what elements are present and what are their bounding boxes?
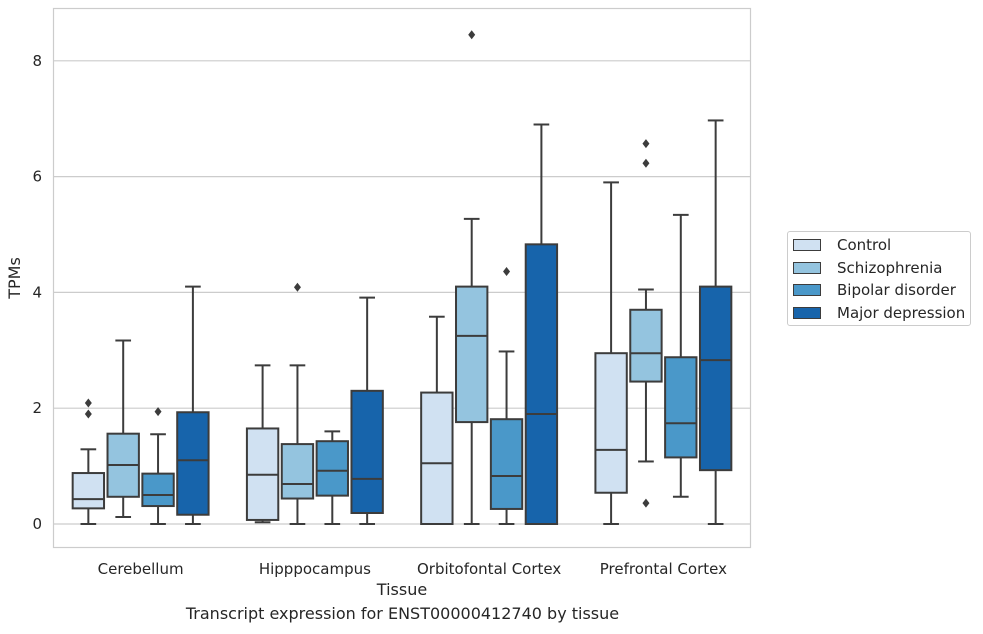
x-tick-labels: Cerebellum Hipppocampus Orbitofontal Corte… — [98, 560, 727, 578]
box — [71, 472, 106, 510]
y-tick-labels: 0 2 4 6 8 — [32, 52, 42, 533]
box — [455, 285, 489, 424]
box — [280, 443, 315, 500]
x-tick-label: Prefrontal Cortex — [600, 560, 727, 578]
legend-item-major-depression: Major depression — [793, 303, 965, 323]
outlier-point — [293, 282, 301, 292]
legend-swatch — [793, 284, 821, 296]
outlier-point — [642, 158, 650, 168]
outlier-point — [84, 409, 92, 419]
gridlines — [53, 60, 751, 525]
legend-item-schizophrenia: Schizophrenia — [793, 258, 942, 278]
box — [664, 356, 698, 459]
box — [594, 352, 628, 494]
outlier-point — [468, 30, 476, 40]
legend-item-control: Control — [793, 235, 891, 255]
y-tick-label: 4 — [32, 283, 42, 301]
legend-swatch — [793, 307, 821, 319]
legend-label: Major depression — [837, 304, 966, 322]
box — [176, 411, 210, 516]
box — [315, 440, 349, 497]
outlier-point — [84, 398, 92, 408]
y-tick-label: 2 — [32, 399, 42, 417]
outlier-point — [503, 267, 511, 277]
y-tick-label: 6 — [32, 168, 42, 186]
legend-swatch — [793, 239, 821, 251]
outlier-point — [642, 498, 650, 508]
box — [629, 308, 663, 383]
box — [350, 389, 384, 514]
legend-label: Schizophrenia — [837, 259, 943, 277]
box — [698, 285, 733, 472]
x-tick-label: Orbitofontal Cortex — [417, 560, 561, 578]
x-tick-label: Hipppocampus — [259, 560, 371, 578]
legend-swatch — [793, 262, 821, 274]
box — [524, 243, 559, 526]
legend-label: Bipolar disorder — [837, 281, 956, 299]
boxes-group — [71, 30, 733, 526]
figure-caption: Transcript expression for ENST0000041274… — [185, 604, 620, 623]
box — [420, 391, 454, 525]
legend-label: Control — [837, 236, 892, 254]
plot-area-frame — [52, 7, 752, 549]
y-tick-label: 8 — [32, 52, 42, 70]
box — [489, 418, 524, 510]
legend-item-bipolar-disorder: Bipolar disorder — [793, 280, 956, 300]
x-tick-label: Cerebellum — [98, 560, 184, 578]
box — [141, 472, 175, 508]
y-axis-label: TPMs — [5, 257, 24, 300]
y-tick-label: 0 — [32, 515, 42, 533]
outlier-point — [642, 139, 650, 149]
legend: Control Schizophrenia Bipolar disorder M… — [787, 231, 971, 326]
outlier-point — [154, 407, 162, 417]
x-axis-label: Tissue — [376, 580, 427, 599]
